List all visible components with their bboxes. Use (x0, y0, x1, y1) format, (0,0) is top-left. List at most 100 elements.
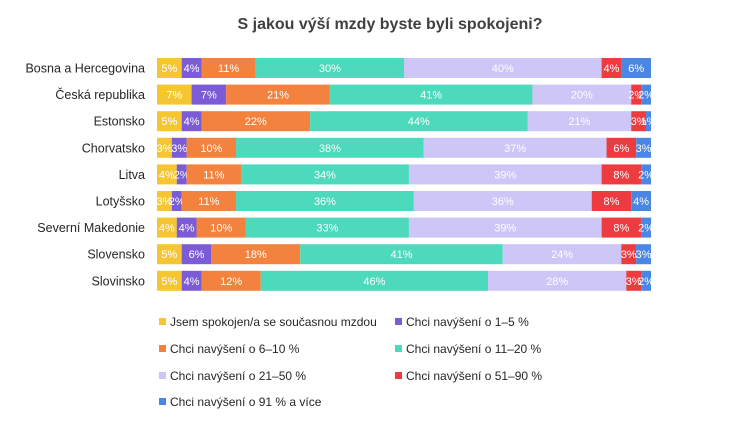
bar-segment-severni-makedonie-s6 (601, 217, 642, 238)
data-label-ceska-republika-s3: 21% (267, 90, 289, 102)
bar-segment-chorvatsko-s7 (636, 137, 651, 158)
data-label-slovensko-s7: 3% (636, 249, 652, 261)
bar-segment-estonsko-s7 (646, 111, 651, 132)
legend-swatch-s5 (159, 372, 166, 379)
bar-segment-estonsko-s4 (310, 111, 528, 132)
data-label-estonsko-s4: 44% (408, 116, 430, 128)
bar-segment-chorvatsko-s3 (186, 137, 237, 158)
category-label-slovensko: Slovensko (87, 248, 145, 262)
bar-segment-ceska-republika-s7 (641, 84, 651, 105)
legend-swatch-s1 (159, 318, 166, 325)
bar-segment-ceska-republika-s4 (329, 84, 533, 105)
data-label-litva-s4: 34% (314, 169, 336, 181)
bar-segment-litva-s1 (157, 164, 177, 185)
bar-segment-severni-makedonie-s3 (196, 217, 246, 238)
chart-title: S jakou výší mzdy byste byli spokojeni? (238, 16, 543, 33)
data-label-bosna-a-hercegovina-s3: 11% (218, 63, 239, 75)
legend-swatch-s4 (395, 345, 402, 352)
bar-segment-bosna-a-hercegovina-s5 (404, 58, 602, 78)
data-label-chorvatsko-s7: 3% (636, 143, 652, 155)
legend-swatch-s6 (395, 372, 402, 379)
data-label-lotyssko-s3: 11% (198, 196, 219, 208)
data-label-estonsko-s5: 21% (568, 116, 590, 128)
bar-segment-lotyssko-s4 (236, 191, 414, 211)
bar-segment-bosna-a-hercegovina-s6 (601, 58, 622, 78)
bar-segment-litva-s5 (408, 164, 602, 185)
bar-segment-bosna-a-hercegovina-s4 (255, 58, 404, 78)
category-label-lotyssko: Lotyšsko (96, 195, 145, 209)
bar-segment-slovensko-s5 (502, 244, 622, 265)
data-label-chorvatsko-s4: 38% (319, 143, 341, 155)
data-label-slovinsko-s3: 12% (220, 276, 242, 288)
legend-label-s4: Chci navýšení o 11–20 % (406, 342, 542, 356)
legend-label-s2: Chci navýšení o 1–5 % (406, 315, 529, 329)
bar-segment-estonsko-s6 (631, 111, 647, 132)
bar-segment-slovinsko-s4 (260, 270, 488, 291)
bar-segment-estonsko-s1 (157, 111, 182, 132)
data-label-slovinsko-s2: 4% (184, 276, 200, 288)
bar-segment-slovensko-s7 (636, 244, 651, 265)
data-label-chorvatsko-s1: 3% (156, 143, 172, 155)
bar-segment-litva-s2 (176, 164, 187, 185)
legend: Jsem spokojen/a se současnou mzdou Chci n… (159, 315, 542, 409)
bar-segment-ceska-republika-s1 (157, 84, 192, 105)
bar-segment-slovinsko-s1 (157, 270, 182, 291)
bar-segment-slovinsko-s5 (487, 270, 627, 291)
legend-label-s5: Chci navýšení o 21–50 % (170, 369, 306, 383)
legend-swatch-s3 (159, 345, 166, 352)
data-label-slovensko-s6: 3% (621, 249, 637, 261)
bar-segment-chorvatsko-s1 (157, 137, 172, 158)
data-label-estonsko-s3: 22% (245, 116, 267, 128)
legend-swatch-s7 (159, 398, 166, 405)
data-label-bosna-a-hercegovina-s1: 5% (161, 63, 177, 75)
data-label-bosna-a-hercegovina-s6: 4% (604, 63, 620, 75)
data-label-severni-makedonie-s1: 4% (159, 223, 175, 235)
data-label-slovensko-s3: 18% (245, 249, 267, 261)
data-label-severni-makedonie-s4: 33% (316, 223, 338, 235)
data-label-lotyssko-s1: 3% (156, 196, 172, 208)
data-label-bosna-a-hercegovina-s5: 40% (492, 63, 514, 75)
bar-segment-chorvatsko-s4 (236, 137, 424, 158)
data-label-litva-s6: 8% (613, 169, 629, 181)
category-label-litva: Litva (119, 168, 145, 182)
bar-segment-lotyssko-s7 (631, 191, 651, 211)
data-label-severni-makedonie-s6: 8% (613, 223, 629, 235)
data-label-slovensko-s1: 5% (161, 249, 177, 261)
bar-segment-ceska-republika-s6 (631, 84, 642, 105)
data-label-ceska-republika-s7: 2% (638, 90, 654, 102)
data-label-bosna-a-hercegovina-s7: 6% (628, 63, 644, 75)
bars-group: 5% 4% 11% 30% 40% 4% 6%7% 7% 21% 41% 20% 2%2%5% 4% 22… (156, 58, 657, 291)
data-label-litva-s5: 39% (494, 169, 516, 181)
data-label-lotyssko-s5: 36% (492, 196, 514, 208)
data-label-severni-makedonie-s2: 4% (179, 223, 195, 235)
category-label-estonsko: Estonsko (94, 115, 145, 129)
bar-segment-estonsko-s5 (527, 111, 632, 132)
bar-segment-lotyssko-s3 (181, 191, 237, 211)
data-label-bosna-a-hercegovina-s2: 4% (184, 63, 200, 75)
bar-segment-slovensko-s6 (621, 244, 637, 265)
bar-segment-lotyssko-s2 (171, 191, 182, 211)
category-label-bosna-a-hercegovina: Bosna a Hercegovina (25, 62, 145, 76)
data-label-slovensko-s5: 24% (551, 249, 573, 261)
bar-segment-lotyssko-s6 (591, 191, 632, 211)
data-label-chorvatsko-s2: 3% (171, 143, 187, 155)
bar-segment-bosna-a-hercegovina-s3 (201, 58, 256, 78)
bar-segment-severni-makedonie-s2 (176, 217, 197, 238)
bar-segment-estonsko-s2 (181, 111, 202, 132)
bar-segment-lotyssko-s5 (413, 191, 592, 211)
data-label-litva-s2: 2% (174, 169, 190, 181)
data-label-chorvatsko-s3: 10% (200, 143, 222, 155)
bar-segment-chorvatsko-s6 (606, 137, 637, 158)
legend-label-s7: Chci navýšení o 91 % a více (170, 395, 322, 409)
bar-segment-severni-makedonie-s5 (408, 217, 602, 238)
bar-segment-slovinsko-s7 (641, 270, 651, 291)
data-label-severni-makedonie-s7: 2% (638, 223, 654, 235)
bar-segment-bosna-a-hercegovina-s7 (621, 58, 651, 78)
bar-segment-bosna-a-hercegovina-s1 (157, 58, 182, 78)
bar-segment-bosna-a-hercegovina-s2 (181, 58, 202, 78)
bar-segment-chorvatsko-s2 (171, 137, 187, 158)
data-label-severni-makedonie-s3: 10% (210, 223, 232, 235)
bar-segment-litva-s3 (186, 164, 241, 185)
bar-segment-slovensko-s3 (211, 244, 301, 265)
data-label-lotyssko-s2: 2% (169, 196, 185, 208)
